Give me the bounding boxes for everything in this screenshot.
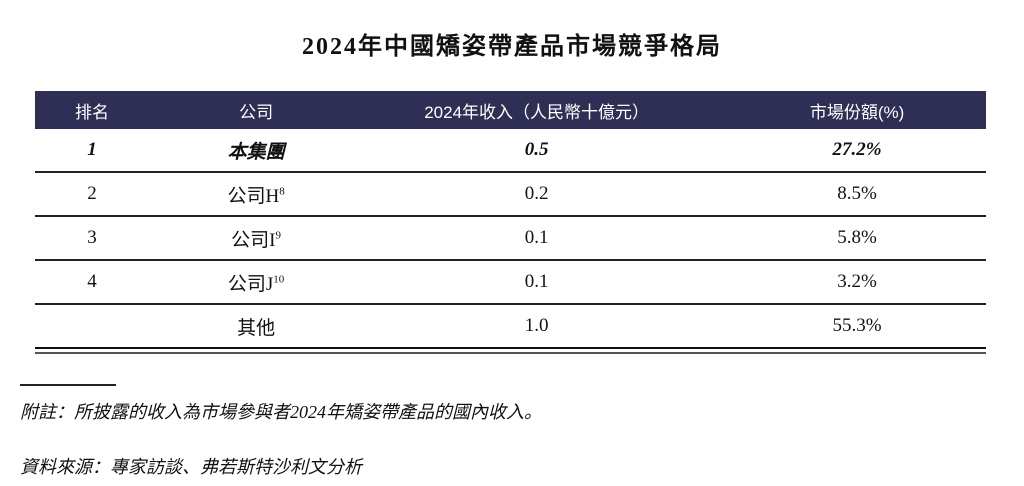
company-cell: 公司J10 (149, 269, 363, 296)
table-row: 3 公司I9 0.1 5.8% (35, 217, 986, 261)
company-cell: 本集團 (149, 137, 363, 164)
page-title: 2024年中國矯姿帶產品市場競爭格局 (302, 34, 722, 60)
revenue-cell: 1.0 (524, 315, 549, 336)
rank-cell: 1 (87, 139, 97, 160)
header-share: 市場份額(%) (809, 102, 905, 122)
table-row: 其他 1.0 55.3% (35, 305, 986, 347)
revenue-cell: 0.5 (524, 139, 549, 160)
table-row: 2 公司H8 0.2 8.5% (35, 173, 986, 217)
table-bottom-rule (35, 347, 986, 354)
header-revenue: 2024年收入（人民幣十億元） (424, 102, 650, 122)
company-name: 公司I (231, 229, 276, 251)
rank-cell: 2 (87, 183, 97, 204)
revenue-cell: 0.2 (524, 183, 549, 204)
share-cell: 3.2% (837, 271, 877, 292)
share-cell: 5.8% (837, 227, 877, 248)
company-cell: 其他 (149, 313, 363, 340)
revenue-cell: 0.1 (524, 227, 549, 248)
footnote-text: 附註：所披露的收入為市場參與者2024年矯姿帶產品的國內收入。 (20, 402, 542, 422)
company-cell: 公司I9 (149, 225, 363, 252)
revenue-cell: 0.1 (524, 271, 549, 292)
header-rank: 排名 (75, 102, 110, 122)
company-name: 本集團 (227, 141, 285, 163)
share-cell: 8.5% (837, 183, 877, 204)
share-cell: 27.2% (832, 139, 882, 160)
company-superscript: 8 (279, 185, 285, 198)
table-row: 1 本集團 0.5 27.2% (35, 129, 986, 173)
rank-cell: 3 (87, 227, 97, 248)
company-cell: 公司H8 (149, 181, 363, 208)
company-name: 公司H (227, 185, 280, 207)
company-superscript: 10 (273, 273, 285, 286)
company-name: 其他 (237, 317, 276, 339)
rank-cell: 4 (87, 271, 97, 292)
footnote-divider (20, 384, 116, 386)
competition-table: 排名 公司 2024年收入（人民幣十億元） 市場份額(%) 1 本集團 0.5 … (35, 91, 986, 354)
company-superscript: 9 (275, 229, 282, 242)
share-cell: 55.3% (832, 315, 882, 336)
table-header-row: 排名 公司 2024年收入（人民幣十億元） 市場份額(%) (35, 91, 986, 129)
table-row: 4 公司J10 0.1 3.2% (35, 261, 986, 305)
header-company: 公司 (239, 102, 274, 122)
source-text: 資料來源：專家訪談、弗若斯特沙利文分析 (20, 457, 362, 477)
company-name: 公司J (227, 273, 274, 295)
